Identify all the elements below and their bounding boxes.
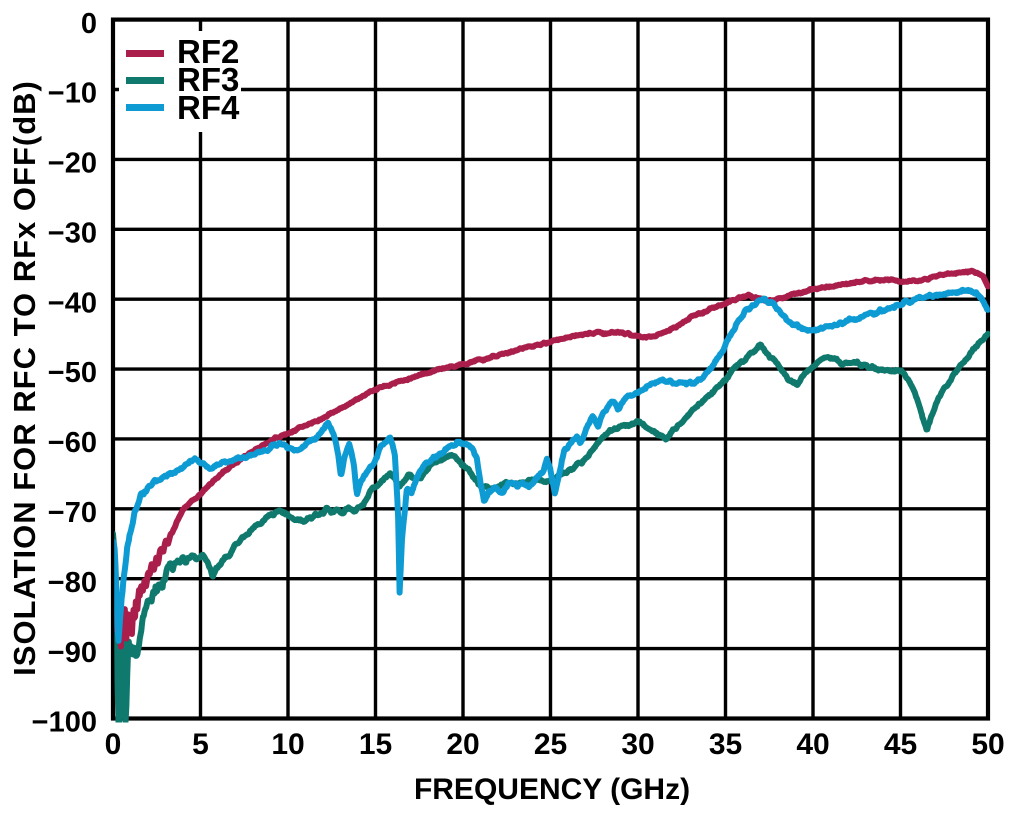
svg-text:RF4: RF4 <box>177 89 240 126</box>
svg-text:−90: −90 <box>48 637 97 669</box>
svg-text:15: 15 <box>359 728 392 761</box>
svg-text:35: 35 <box>709 728 742 761</box>
svg-text:−50: −50 <box>48 357 97 389</box>
svg-text:−80: −80 <box>48 567 97 599</box>
svg-text:25: 25 <box>534 728 567 761</box>
svg-text:10: 10 <box>271 728 304 761</box>
svg-text:−10: −10 <box>48 78 97 110</box>
svg-text:−70: −70 <box>48 497 97 529</box>
svg-text:0: 0 <box>105 728 122 761</box>
svg-text:RF3: RF3 <box>177 61 239 98</box>
svg-text:ISOLATION FOR RFC TO RFx OFF(d: ISOLATION FOR RFC TO RFx OFF(dB) <box>7 80 42 676</box>
svg-text:40: 40 <box>796 728 829 761</box>
svg-text:RF2: RF2 <box>177 33 239 70</box>
svg-text:20: 20 <box>446 728 479 761</box>
svg-text:30: 30 <box>621 728 654 761</box>
svg-text:50: 50 <box>971 728 1004 761</box>
svg-text:0: 0 <box>81 8 97 40</box>
svg-text:5: 5 <box>192 728 209 761</box>
svg-text:FREQUENCY (GHz): FREQUENCY (GHz) <box>414 773 690 806</box>
svg-text:45: 45 <box>884 728 917 761</box>
svg-text:−40: −40 <box>48 287 97 319</box>
svg-text:−100: −100 <box>32 707 97 739</box>
svg-text:−20: −20 <box>48 148 97 180</box>
svg-text:−30: −30 <box>48 218 97 250</box>
svg-text:−60: −60 <box>48 427 97 459</box>
